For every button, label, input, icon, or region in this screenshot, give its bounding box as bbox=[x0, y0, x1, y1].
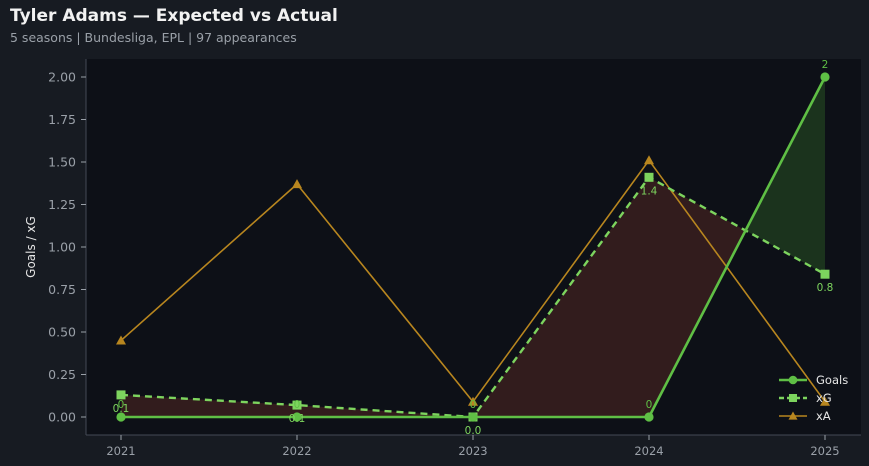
legend-label: xA bbox=[816, 409, 831, 423]
xa-point bbox=[292, 179, 302, 189]
y-tick-label: 0.75 bbox=[48, 282, 76, 297]
y-tick-label: 1.50 bbox=[48, 155, 76, 170]
x-tick-label: 2024 bbox=[634, 444, 663, 458]
y-tick-label: 0.25 bbox=[48, 367, 76, 382]
y-tick-label: 2.00 bbox=[48, 70, 76, 85]
goals-point bbox=[820, 72, 830, 82]
chart-subtitle: 5 seasons | Bundesliga, EPL | 97 appeara… bbox=[10, 30, 297, 45]
xg-point bbox=[292, 400, 302, 410]
goals-value-label: 0 bbox=[118, 399, 125, 411]
goals-point bbox=[644, 412, 654, 422]
series-group bbox=[116, 72, 830, 422]
goals-value-label: 0 bbox=[470, 399, 477, 411]
xg-point bbox=[644, 172, 654, 182]
y-tick-label: 1.25 bbox=[48, 197, 76, 212]
data-labels: 0 0 0 0 2 0.1 0.1 0.0 1.4 0.8 bbox=[113, 59, 834, 437]
xa-point bbox=[116, 335, 126, 345]
y-axis-label: Goals / xG bbox=[24, 216, 38, 278]
area-fills bbox=[121, 77, 825, 417]
goals-value-label: 0 bbox=[646, 399, 653, 411]
y-ticks: 0.00 0.25 0.50 0.75 1.00 1.25 1.50 1.75 2.00 bbox=[48, 70, 86, 425]
goals-point bbox=[292, 412, 302, 422]
plot-area bbox=[86, 59, 861, 435]
xa-point bbox=[820, 396, 830, 406]
chart-title: Tyler Adams — Expected vs Actual bbox=[10, 6, 338, 26]
y-tick-label: 1.75 bbox=[48, 112, 76, 127]
legend-marker bbox=[788, 411, 798, 420]
legend: Goals xG xA bbox=[779, 373, 848, 423]
xa-point bbox=[468, 396, 478, 406]
x-tick-label: 2022 bbox=[282, 444, 311, 458]
underperformance-fill bbox=[121, 177, 746, 417]
xa-point bbox=[644, 155, 654, 165]
xg-value-label: 0.0 bbox=[465, 425, 482, 437]
xg-value-label: 0.8 bbox=[817, 282, 834, 294]
legend-label: Goals bbox=[816, 373, 848, 387]
x-tick-label: 2023 bbox=[458, 444, 487, 458]
goals-value-label: 0 bbox=[294, 399, 301, 411]
xg-value-label: 0.1 bbox=[289, 413, 306, 425]
y-tick-label: 1.00 bbox=[48, 240, 76, 255]
xg-point bbox=[820, 269, 830, 279]
x-tick-label: 2025 bbox=[810, 444, 839, 458]
goals-value-label: 2 bbox=[822, 59, 829, 71]
x-tick-label: 2021 bbox=[106, 444, 135, 458]
x-ticks: 2021 2022 2023 2024 2025 bbox=[106, 435, 840, 458]
xg-point bbox=[116, 390, 126, 400]
goals-point bbox=[116, 412, 126, 422]
legend-marker bbox=[789, 394, 797, 402]
y-tick-label: 0.50 bbox=[48, 325, 76, 340]
legend-marker bbox=[788, 375, 798, 385]
xg-value-label: 1.4 bbox=[641, 185, 658, 197]
y-tick-label: 0.00 bbox=[48, 410, 76, 425]
xg-value-label: 0.1 bbox=[113, 403, 130, 415]
legend-label: xG bbox=[816, 391, 832, 405]
goals-point bbox=[468, 412, 478, 422]
